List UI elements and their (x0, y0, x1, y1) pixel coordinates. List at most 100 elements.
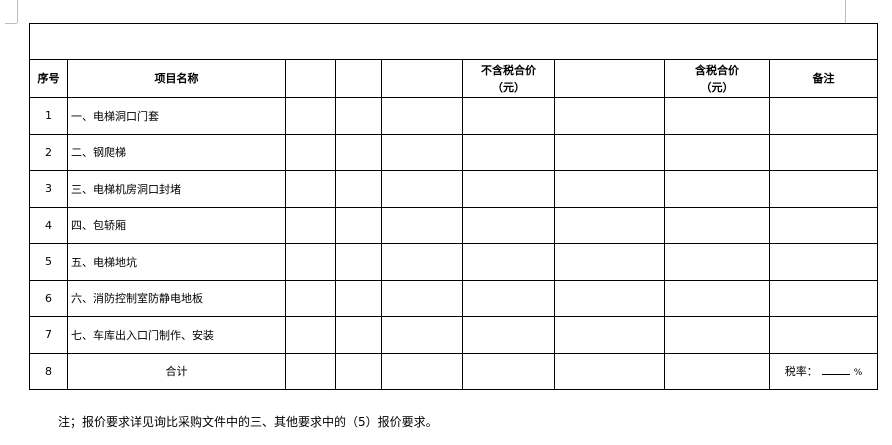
tax-rate-blank[interactable] (821, 364, 850, 376)
cell[interactable] (462, 279, 555, 317)
cell[interactable] (462, 170, 555, 208)
cell[interactable] (381, 243, 463, 281)
row-item-name: 四、包轿厢 (67, 206, 286, 244)
header-incl-tax: 含税合价 （元） (664, 59, 770, 98)
cell[interactable] (335, 170, 382, 208)
cell[interactable] (554, 279, 665, 317)
cell[interactable] (335, 316, 382, 354)
cell[interactable] (768, 279, 879, 317)
cell[interactable] (768, 206, 879, 244)
cell[interactable] (381, 352, 463, 390)
cell[interactable] (285, 170, 336, 208)
cell[interactable] (285, 316, 336, 354)
cell[interactable] (768, 316, 879, 354)
header-incl-tax-line1: 含税合价 (695, 63, 739, 77)
cell[interactable] (768, 170, 879, 208)
header-row: 序号 项目名称 不含税合价 （元） 含税合价 （元） 备注 (29, 59, 879, 98)
row-no: 4 (29, 206, 68, 244)
row-item-name: 三、电梯机房洞口封堵 (67, 170, 286, 208)
cell[interactable] (335, 243, 382, 281)
table-row: 2 二、钢爬梯 (29, 133, 879, 171)
cell[interactable] (554, 243, 665, 281)
cell[interactable] (285, 352, 336, 390)
cell[interactable] (768, 133, 879, 171)
header-remarks: 备注 (768, 59, 879, 98)
row-item-name: 六、消防控制室防静电地板 (67, 279, 286, 317)
row-no: 7 (29, 316, 68, 354)
cell[interactable] (285, 206, 336, 244)
corner-mark-left-v (17, 0, 18, 23)
cell[interactable] (664, 97, 770, 135)
cell[interactable] (554, 352, 665, 390)
total-label: 合计 (67, 352, 286, 390)
cell[interactable] (462, 97, 555, 135)
table-row: 1 一、电梯洞口门套 (29, 97, 879, 135)
cell[interactable] (462, 133, 555, 171)
header-item-name: 项目名称 (67, 59, 286, 98)
row-item-name: 七、车库出入口门制作、安装 (67, 316, 286, 354)
cell[interactable] (462, 243, 555, 281)
header-excl-tax-line2: （元） (492, 80, 525, 94)
row-item-name: 一、电梯洞口门套 (67, 97, 286, 135)
cell[interactable] (664, 243, 770, 281)
cell[interactable] (381, 133, 463, 171)
table-row: 5 五、电梯地坑 (29, 243, 879, 281)
total-no: 8 (29, 352, 68, 390)
cell[interactable] (335, 133, 382, 171)
table-title-cell[interactable] (28, 23, 879, 60)
cell[interactable] (285, 133, 336, 171)
header-empty (381, 59, 463, 98)
row-item-name: 二、钢爬梯 (67, 133, 286, 171)
cell[interactable] (554, 206, 665, 244)
tax-rate-cell[interactable]: 税率：% (768, 352, 879, 390)
cell[interactable] (554, 133, 665, 171)
cell[interactable] (554, 97, 665, 135)
cell[interactable] (285, 97, 336, 135)
cell[interactable] (335, 206, 382, 244)
header-empty (554, 59, 665, 98)
cell[interactable] (381, 279, 463, 317)
cell[interactable] (381, 206, 463, 244)
cell[interactable] (768, 243, 879, 281)
header-empty (285, 59, 336, 98)
cell[interactable] (554, 170, 665, 208)
cell[interactable] (285, 243, 336, 281)
row-no: 3 (29, 170, 68, 208)
row-item-name: 五、电梯地坑 (67, 243, 286, 281)
row-no: 5 (29, 243, 68, 281)
cell[interactable] (664, 133, 770, 171)
table-row: 7 七、车库出入口门制作、安装 (29, 316, 879, 354)
quotation-table: 序号 项目名称 不含税合价 （元） 含税合价 （元） 备注 1 一、电梯洞口门套 2 二、… (28, 23, 879, 390)
cell[interactable] (335, 352, 382, 390)
cell[interactable] (462, 316, 555, 354)
cell[interactable] (381, 316, 463, 354)
corner-mark-left-h (5, 23, 17, 24)
cell[interactable] (664, 170, 770, 208)
header-no: 序号 (29, 59, 68, 98)
total-row: 8 合计 税率：% (29, 352, 879, 390)
tax-rate-unit: % (853, 368, 863, 379)
header-excl-tax-line1: 不含税合价 (481, 63, 536, 77)
cell[interactable] (335, 97, 382, 135)
header-excl-tax: 不含税合价 （元） (462, 59, 555, 98)
tax-rate-label: 税率： (784, 365, 818, 379)
header-incl-tax-line2: （元） (700, 80, 734, 94)
row-no: 6 (29, 279, 68, 317)
cell[interactable] (381, 97, 463, 135)
cell[interactable] (335, 279, 382, 317)
cell[interactable] (664, 279, 770, 317)
cell[interactable] (768, 97, 879, 135)
cell[interactable] (462, 206, 555, 244)
cell[interactable] (381, 170, 463, 208)
cell[interactable] (664, 316, 770, 354)
cell[interactable] (285, 279, 336, 317)
cell[interactable] (554, 316, 665, 354)
footnote: 注；报价要求详见询比采购文件中的三、其他要求中的（5）报价要求。 (58, 415, 438, 429)
header-empty (335, 59, 382, 98)
cell[interactable] (462, 352, 555, 390)
corner-mark-right-v (845, 0, 846, 23)
row-no: 1 (29, 97, 68, 135)
cell[interactable] (664, 352, 770, 390)
cell[interactable] (664, 206, 770, 244)
table-row: 4 四、包轿厢 (29, 206, 879, 244)
